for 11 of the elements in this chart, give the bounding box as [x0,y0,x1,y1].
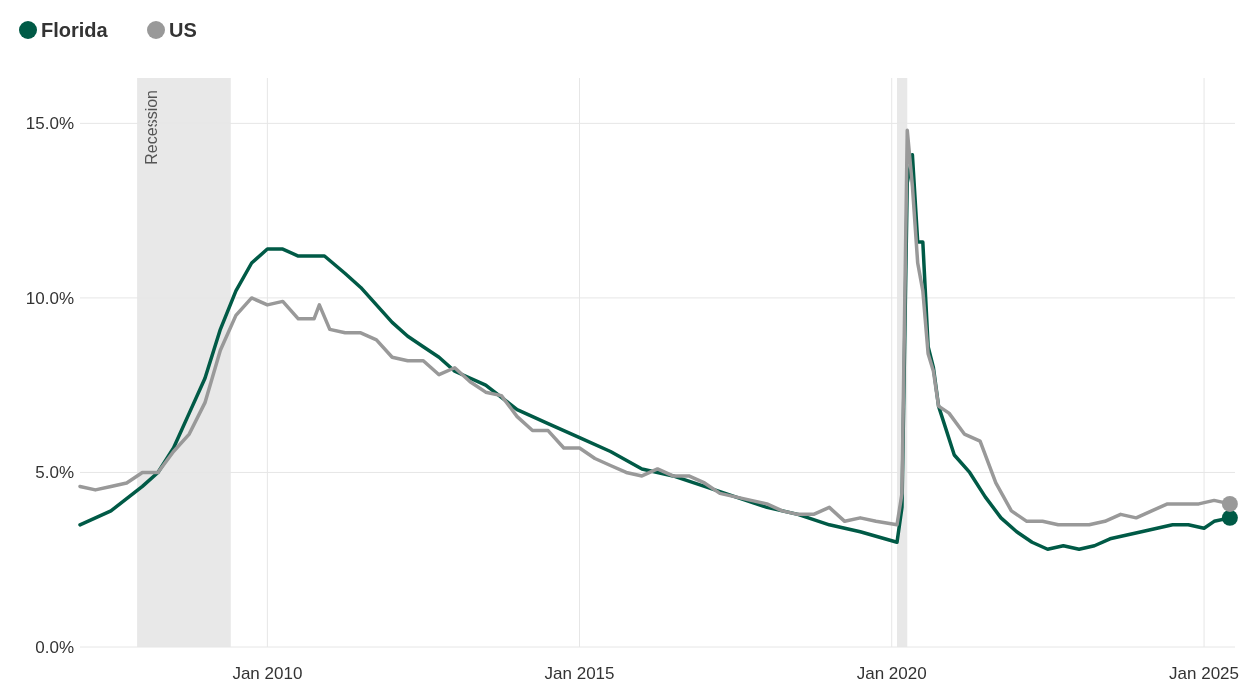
y-tick-label: 5.0% [35,463,74,483]
x-tick-label: Jan 2015 [544,664,615,683]
x-tick-label: Jan 2010 [232,664,303,683]
band-label: Recession [143,90,161,165]
y-tick-label: 10.0% [25,288,74,308]
x-tick-label: Jan 2020 [856,664,927,683]
legend-label: US [169,19,197,41]
x-tick-label: Jan 2025 [1169,664,1240,683]
legend-label: Florida [41,19,109,41]
y-tick-label: 15.0% [25,114,74,134]
y-tick-label: 0.0% [35,637,74,657]
